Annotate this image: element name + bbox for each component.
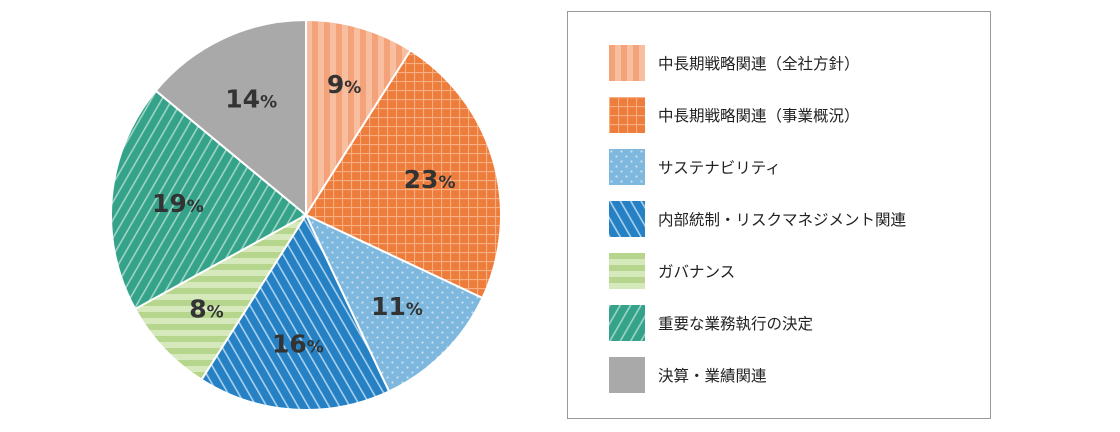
legend-swatch-internal-control-risk	[609, 201, 645, 237]
data-label-0: 9%	[327, 70, 361, 99]
pie-slice-6	[154, 18, 307, 218]
legend-label-strategy-company-policy: 中長期戦略関連（全社方針）	[658, 55, 860, 73]
data-label-1: 23%	[404, 165, 456, 194]
legend-item-strategy-company-policy: 中長期戦略関連（全社方針）	[609, 45, 860, 81]
data-label-4: 8%	[189, 294, 223, 323]
data-label-6: 14%	[225, 85, 277, 114]
legend-swatch-financial-results	[609, 357, 645, 393]
legend-label-strategy-business-overview: 中長期戦略関連（事業概況）	[658, 107, 860, 125]
data-label-5: 19%	[152, 189, 204, 218]
legend-item-governance: ガバナンス	[609, 253, 735, 289]
pie-data-labels: 9% 23% 11% 16% 8% 19% 14%	[152, 70, 456, 359]
pie-slice-4	[133, 214, 307, 382]
pie-slices	[110, 18, 502, 411]
legend-label-financial-results: 決算・業績関連	[658, 367, 767, 385]
legend-item-strategy-business-overview: 中長期戦略関連（事業概況）	[609, 97, 860, 133]
legend: 中長期戦略関連（全社方針） 中長期戦略関連（事業概況） サステナビリティ 内部統…	[567, 11, 991, 419]
legend-swatch-strategy-company-policy	[609, 45, 645, 81]
legend-label-internal-control-risk: 内部統制・リスクマネジメント関連	[658, 211, 907, 229]
data-label-3: 16%	[272, 329, 324, 358]
pie-slice-3	[200, 212, 391, 411]
data-label-2: 11%	[371, 292, 423, 321]
pie-chart: 9% 23% 11% 16% 8% 19% 14%	[110, 18, 502, 411]
pie-slice-0	[305, 18, 412, 219]
legend-swatch-governance	[609, 253, 645, 289]
pie-slice-1	[304, 48, 502, 300]
legend-label-governance: ガバナンス	[658, 263, 736, 281]
legend-item-internal-control-risk: 内部統制・リスクマネジメント関連	[609, 201, 906, 237]
legend-item-important-business-decisions: 重要な業務執行の決定	[609, 305, 813, 341]
pie-slice-2	[303, 212, 484, 393]
legend-item-financial-results: 決算・業績関連	[609, 357, 767, 393]
legend-swatch-strategy-business-overview	[609, 97, 645, 133]
pie-slice-5	[110, 89, 308, 311]
legend-swatch-sustainability	[609, 149, 645, 185]
legend-label-sustainability: サステナビリティ	[658, 159, 781, 177]
legend-swatch-important-business-decisions	[609, 305, 645, 341]
legend-label-important-business-decisions: 重要な業務執行の決定	[658, 315, 814, 333]
legend-item-sustainability: サステナビリティ	[609, 149, 781, 185]
